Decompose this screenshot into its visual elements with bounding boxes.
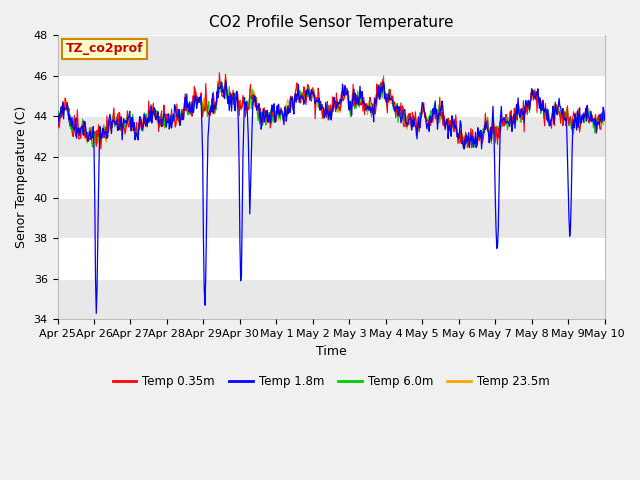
Bar — [58, 198, 605, 238]
X-axis label: Time: Time — [316, 345, 346, 358]
Text: TZ_co2prof: TZ_co2prof — [66, 42, 143, 55]
Bar — [58, 279, 605, 319]
Title: CO2 Profile Sensor Temperature: CO2 Profile Sensor Temperature — [209, 15, 453, 30]
Bar — [58, 36, 605, 76]
Bar — [58, 117, 605, 157]
Legend: Temp 0.35m, Temp 1.8m, Temp 6.0m, Temp 23.5m: Temp 0.35m, Temp 1.8m, Temp 6.0m, Temp 2… — [108, 371, 554, 393]
Y-axis label: Senor Temperature (C): Senor Temperature (C) — [15, 106, 28, 249]
